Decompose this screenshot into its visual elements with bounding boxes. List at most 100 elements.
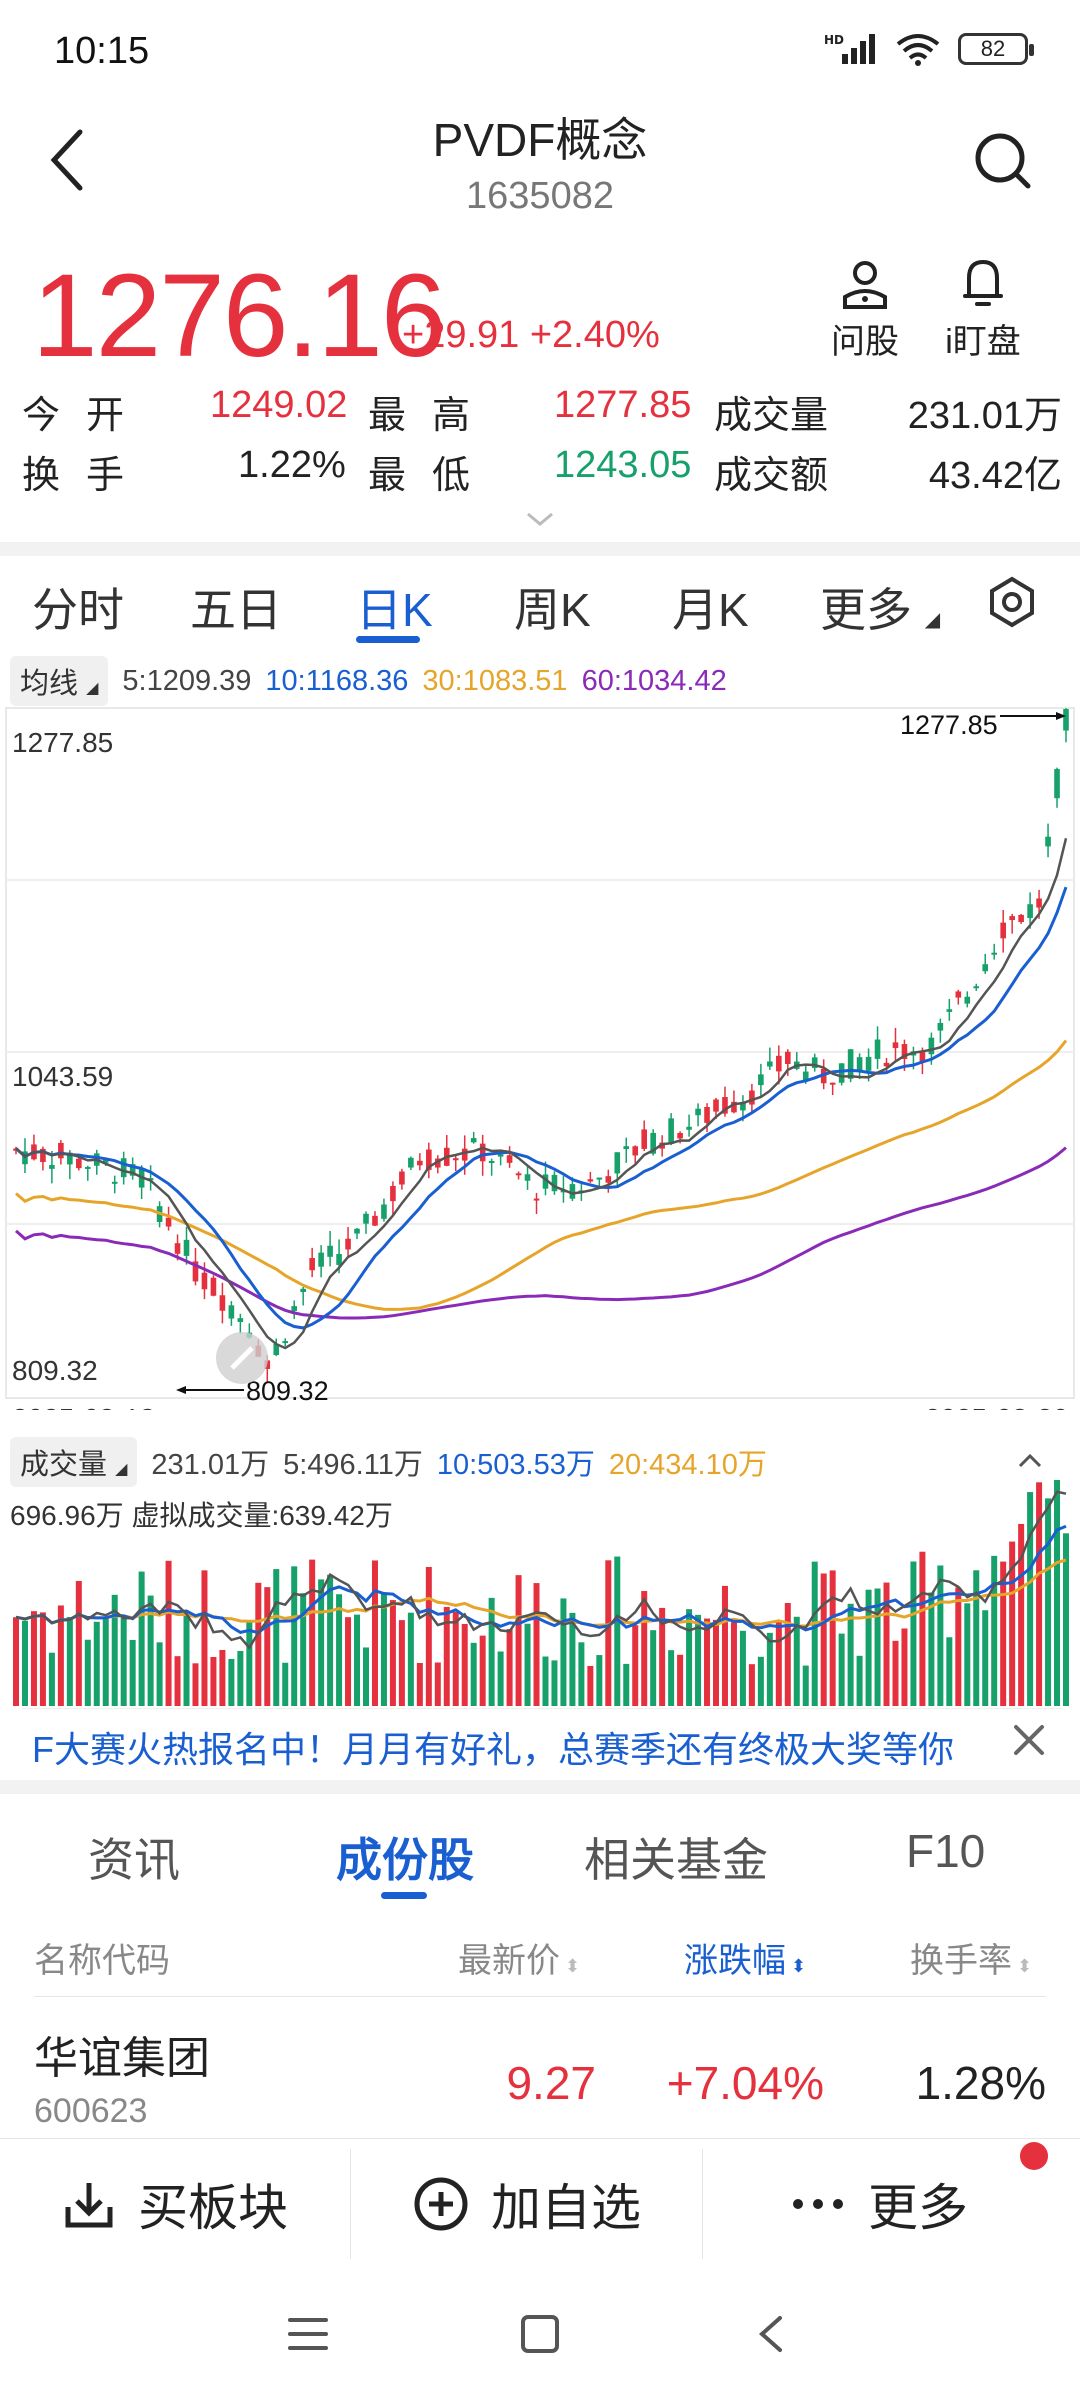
volume-bar [542,1656,549,1706]
volume-bar [901,1628,908,1706]
back-button[interactable] [40,120,100,200]
low-marker-arrow [176,1386,186,1394]
notification-dot [1020,2142,1048,2170]
candle-body [1009,916,1015,921]
candle-body [67,1152,73,1165]
home-icon[interactable] [518,2312,562,2356]
candle-body [1018,914,1024,923]
change-value: +29.91 [402,314,520,356]
tab-monthly-k[interactable]: 月K [672,584,749,636]
candle-body [856,1057,863,1072]
candle-body [264,1360,271,1369]
volume-bar [937,1565,944,1706]
tab-news[interactable]: 资讯 [88,1834,180,1886]
volume-bar [461,1623,468,1706]
volume-bar [479,1635,486,1706]
tab-five-day[interactable]: 五日 [190,584,282,636]
menu-icon[interactable] [286,2314,330,2354]
ma-legend: 均线 ◢ 5:1209.39 10:1168.36 30:1083.51 60:… [10,656,727,706]
candle-body [390,1185,396,1202]
volume-legend: 成交量 ◢ 231.01万 5:496.11万 10:503.53万 20:43… [10,1437,767,1487]
ma60-line [15,1146,1067,1320]
chart-settings-button[interactable] [984,574,1040,635]
volume-bar [497,1651,504,1706]
candle-body [829,1082,836,1085]
person-icon [843,261,887,309]
candlestick-chart[interactable]: 1277.85 1043.59 809.32 1277.85 809.32 20… [0,700,1080,1410]
volume-bar [138,1571,145,1706]
stock-name: 华谊集团 [34,2034,210,2083]
tab-related-funds[interactable]: 相关基金 [584,1834,768,1886]
volume-bar [874,1588,881,1706]
stat-low-value: 1243.05 [554,444,692,486]
volume-bar [838,1633,845,1706]
volume-bar [506,1629,513,1706]
ma-toggle[interactable]: 均线 ◢ [10,656,109,706]
volume-ma20-line [15,1558,1067,1628]
volume-bar [820,1573,827,1706]
volume-bar [991,1555,998,1706]
banner-close-button[interactable] [1004,1715,1054,1765]
volume-bar [264,1587,271,1706]
volume-bar [183,1614,190,1706]
candle-body [569,1184,576,1199]
pencil-icon [230,1346,254,1370]
volume-bar [111,1594,118,1706]
tab-more[interactable]: 更多 ◢ [820,574,940,640]
candle-body [686,1126,692,1130]
volume-bar [1009,1541,1016,1706]
ma60-value: 60:1034.42 [581,664,727,697]
volume-chart[interactable] [0,1480,1080,1710]
chevron-up-icon [1018,1453,1042,1468]
candle-body [1063,709,1069,731]
more-actions-button[interactable]: 更多 [704,2139,1054,2269]
candle-body [838,1063,845,1083]
candle-body [749,1090,755,1105]
volume-bar [829,1570,836,1706]
section-divider [0,542,1080,556]
table-row[interactable]: 华谊集团 600623 9.27 +7.04% 1.28% [0,2010,1080,2138]
current-price: 1276.16 [32,250,447,382]
add-watchlist-button[interactable]: 加自选 [352,2139,702,2269]
col-header-turnover-label: 换手率 [910,1942,1012,1980]
tab-constituents[interactable]: 成份股 [336,1834,474,1886]
col-header-change[interactable]: 涨跌幅 ⬍ [684,1933,806,1982]
collapse-volume-button[interactable] [1010,1446,1050,1481]
search-button[interactable] [964,122,1044,202]
tab-intraday[interactable]: 分时 [32,584,124,636]
active-section-indicator [381,1892,427,1899]
volume-bar [515,1575,522,1706]
expand-stats-button[interactable] [520,508,560,537]
watch-button[interactable]: i盯盘 [928,254,1038,363]
more-dots-icon [793,2199,843,2209]
candle-body [318,1252,324,1267]
volume-bar [273,1569,280,1706]
tab-weekly-k[interactable]: 周K [514,584,591,636]
buy-sector-button[interactable]: 买板块 [0,2139,350,2269]
tab-daily-k[interactable]: 日K [356,584,433,636]
volume-bar [910,1561,917,1706]
volume-ma5: 5:496.11万 [283,1449,423,1481]
candle-body [291,1306,298,1311]
candle-body [937,1022,944,1031]
col-header-turnover[interactable]: 换手率 ⬍ [910,1933,1032,1982]
candle-body [174,1243,181,1254]
volume-bar [587,1665,594,1706]
candle-body [973,986,980,989]
promo-banner[interactable]: F大赛火热报名中！月月有好礼，总赛季还有终极大奖等你 [22,1708,1062,1772]
back-nav-icon[interactable] [752,2312,792,2356]
stat-label-volume: 成交量 [714,395,829,437]
tab-f10[interactable]: F10 [906,1825,986,1877]
col-header-price[interactable]: 最新价 ⬍ [458,1933,580,1982]
candle-body [363,1213,369,1224]
tab-more-label: 更多 [820,584,912,636]
volume-bar [174,1656,181,1706]
candle-body [677,1133,683,1139]
candle-body [273,1343,280,1356]
volume-bar [928,1592,935,1706]
volume-max-row: 696.96万 虚拟成交量:639.42万 [10,1494,393,1534]
volume-bar [282,1662,289,1706]
volume-bar [802,1665,809,1706]
volume-toggle[interactable]: 成交量 ◢ [10,1437,138,1487]
ask-stock-button[interactable]: 问股 [810,254,920,363]
